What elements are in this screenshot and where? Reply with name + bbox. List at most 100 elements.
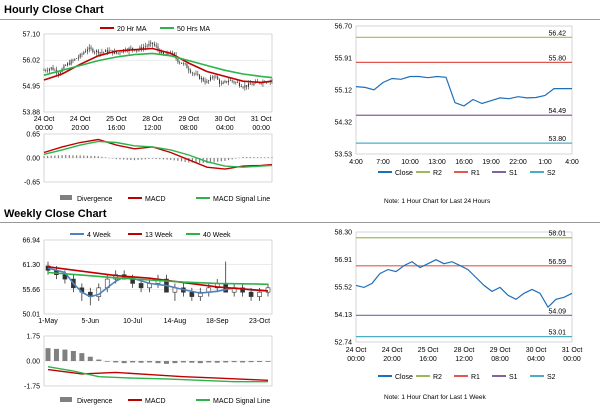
weekly-pivot-x-tick-5: 04:00	[527, 356, 545, 363]
weekly-x-tick-5: 23-Oct	[249, 318, 270, 325]
hourly-divergence-bar	[79, 155, 81, 158]
hourly-pivot-level-r2-label: 56.42	[548, 30, 566, 37]
weekly-divergence-bar	[223, 361, 229, 363]
hourly-candle-body	[215, 76, 217, 78]
weekly-pivot-x-tick-4: 08:00	[491, 356, 509, 363]
hourly-divergence-bar	[206, 158, 208, 164]
hourly-candle-body	[222, 82, 224, 84]
weekly-candle-body	[189, 291, 195, 297]
weekly-pivot-x-tick-0: 24 Oct	[346, 347, 367, 354]
hourly-candle-body	[166, 52, 168, 55]
hourly-divergence-bar	[133, 158, 136, 161]
weekly-divergence-bar	[231, 361, 237, 363]
weekly-pivot-level-s1-label: 54.09	[548, 308, 566, 315]
hourly-candle-body	[152, 42, 154, 44]
weekly-x-tick-1: 5-Jun	[82, 318, 100, 325]
weekly-divergence-bar	[96, 359, 102, 361]
weekly-pivot-y-tick-0: 52.74	[334, 340, 352, 347]
hourly-pivot-note: Note: 1 Hour Chart for Last 24 Hours	[384, 198, 491, 205]
hourly-section-title: Hourly Close Chart	[4, 4, 104, 16]
weekly-macd-legend-label-2: MACD Signal Line	[213, 398, 270, 405]
weekly-x-tick-4: 18-Sep	[206, 318, 229, 325]
weekly-divergence-bar	[163, 361, 169, 364]
hourly-candle-body	[171, 52, 173, 54]
hourly-candle-body	[231, 80, 233, 82]
hourly-candle-body	[197, 73, 199, 75]
weekly-divergence-bar	[147, 361, 153, 363]
weekly-pivot-legend-label-3: S1	[509, 374, 518, 381]
hourly-candle-body	[105, 50, 107, 52]
hourly-x-tick-6: 00:00	[252, 125, 270, 132]
hourly-signal-line	[43, 140, 273, 168]
hourly-divergence-bar	[173, 158, 175, 161]
hourly-divergence-bar	[126, 158, 128, 160]
hourly-divergence-bar	[217, 158, 219, 162]
hourly-pivot-level-s1-label: 54.49	[548, 108, 566, 115]
hourly-candle-body	[271, 80, 273, 81]
hourly-x-tick-0: 00:00	[35, 125, 53, 132]
hourly-candle-body	[99, 52, 101, 54]
weekly-pivot-x-tick-6: 31 Oct	[562, 347, 583, 354]
weekly-x-tick-3: 14-Aug	[164, 318, 187, 325]
hourly-x-tick-3: 12:00	[144, 125, 162, 132]
weekly-pivot-x-tick-3: 12:00	[455, 356, 473, 363]
weekly-pivot-x-tick-3: 28 Oct	[454, 347, 475, 354]
hourly-divergence-bar	[242, 156, 244, 158]
hourly-candle-body	[211, 77, 213, 78]
weekly-divergence-bar	[45, 348, 51, 361]
hourly-pivot-x-tick-6: 22:00	[509, 159, 527, 166]
hourly-candle-body	[114, 51, 116, 54]
hourly-candle-body	[79, 54, 81, 58]
weekly-divergence-bar	[53, 348, 59, 361]
hourly-divergence-bar	[83, 155, 85, 158]
weekly-pivot-level-r2-label: 58.01	[548, 231, 566, 238]
hourly-pivot-x-tick-4: 16:00	[455, 159, 473, 166]
hourly-candle-body	[121, 51, 123, 53]
hourly-pivot-y-tick-2: 55.12	[334, 87, 352, 94]
weekly-price-y-tick-1: 55.66	[22, 287, 40, 294]
hourly-candle-body	[220, 83, 222, 85]
hourly-divergence-bar	[256, 157, 259, 158]
weekly-price-y-tick-3: 66.94	[22, 238, 40, 245]
hourly-divergence-bar	[249, 157, 251, 158]
hourly-divergence-bar	[90, 155, 92, 158]
hourly-divergence-bar	[271, 157, 273, 158]
hourly-candle-body	[85, 51, 87, 53]
hourly-divergence-bar	[141, 158, 143, 160]
hourly-candle-body	[190, 70, 192, 73]
hourly-pivot-x-tick-5: 19:00	[482, 159, 500, 166]
hourly-divergence-bar	[227, 158, 230, 161]
hourly-candle-body	[94, 51, 96, 53]
hourly-candle-body	[108, 50, 110, 53]
hourly-candle-body	[90, 47, 92, 49]
hourly-pivot-x-tick-1: 7:00	[376, 159, 390, 166]
hourly-pivot-plot-frame	[355, 25, 573, 155]
hourly-candle-body	[148, 43, 150, 46]
hourly-candle-body	[101, 52, 103, 53]
hourly-candle-body	[150, 42, 152, 44]
hourly-price-y-tick-1: 54.95	[22, 84, 40, 91]
weekly-pivot-y-tick-2: 55.52	[334, 285, 352, 292]
hourly-candle-body	[65, 65, 67, 66]
hourly-divergence-bar	[86, 155, 89, 158]
weekly-pivot-chart: 52.74 54.13 55.52 56.91 58.30 58.01 56.59 54.09…	[334, 230, 583, 382]
weekly-pivot-close-line	[355, 259, 573, 309]
hourly-ma20-line	[43, 47, 273, 84]
hourly-candle-body	[117, 52, 119, 54]
hourly-divergence-bar	[72, 155, 74, 158]
hourly-divergence-bar	[123, 158, 125, 160]
weekly-divergence-bar	[257, 361, 263, 362]
weekly-pivot-legend-label-0: Close	[395, 374, 413, 381]
weekly-candle-body	[198, 291, 203, 297]
weekly-divergence-bar	[130, 361, 136, 363]
hourly-candle-body	[110, 50, 112, 51]
hourly-candle-body	[191, 72, 193, 74]
hourly-candle-body	[186, 64, 188, 69]
hourly-pivot-legend-label-0: Close	[395, 170, 413, 177]
hourly-pivot-close-line	[355, 75, 572, 107]
hourly-candle-body	[135, 50, 137, 51]
weekly-macd-legend-swatch-0	[60, 397, 72, 402]
weekly-divergence-bar	[206, 361, 212, 363]
section-divider-top	[0, 19, 600, 20]
hourly-candle-body	[193, 73, 195, 74]
